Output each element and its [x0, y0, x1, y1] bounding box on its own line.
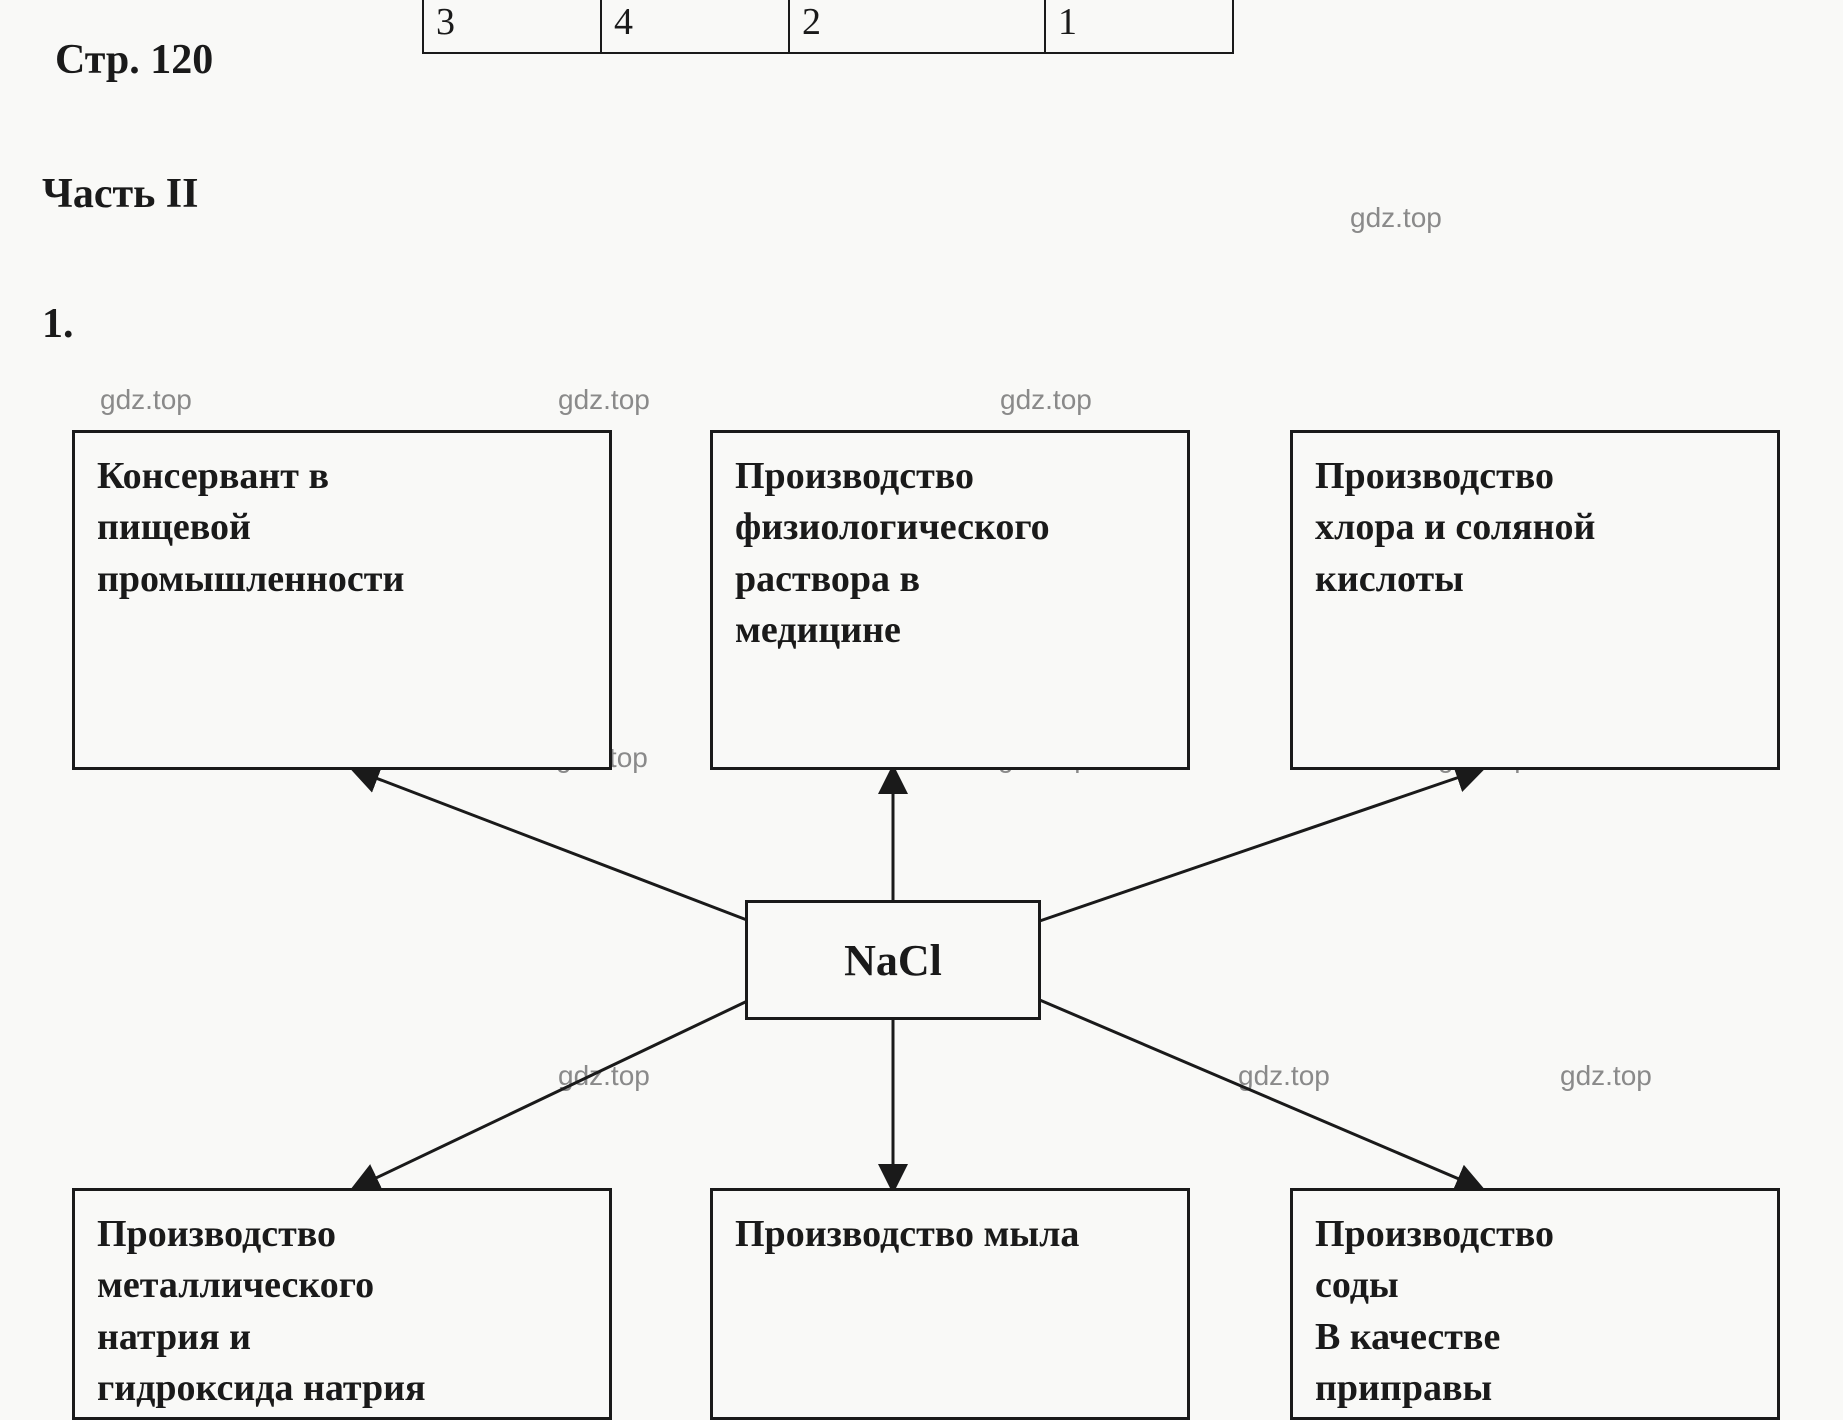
- diagram-box-top-mid: Производствофизиологическогораствора вме…: [710, 430, 1190, 770]
- diagram-box-bot-left: Производствометаллическогонатрия игидрок…: [72, 1188, 612, 1420]
- center-node-label: NaCl: [844, 935, 942, 986]
- connector-line: [1028, 770, 1480, 925]
- connector-line: [355, 770, 760, 925]
- connector-line: [1028, 995, 1480, 1188]
- diagram-box-top-left: Консервант впищевойпромышленности: [72, 430, 612, 770]
- diagram-box-bot-right: ПроизводствосодыВ качествеприправы: [1290, 1188, 1780, 1420]
- diagram-box-bot-mid: Производство мыла: [710, 1188, 1190, 1420]
- diagram-box-top-right: Производствохлора и солянойкислоты: [1290, 430, 1780, 770]
- center-node: NaCl: [745, 900, 1041, 1020]
- connector-line: [355, 995, 760, 1188]
